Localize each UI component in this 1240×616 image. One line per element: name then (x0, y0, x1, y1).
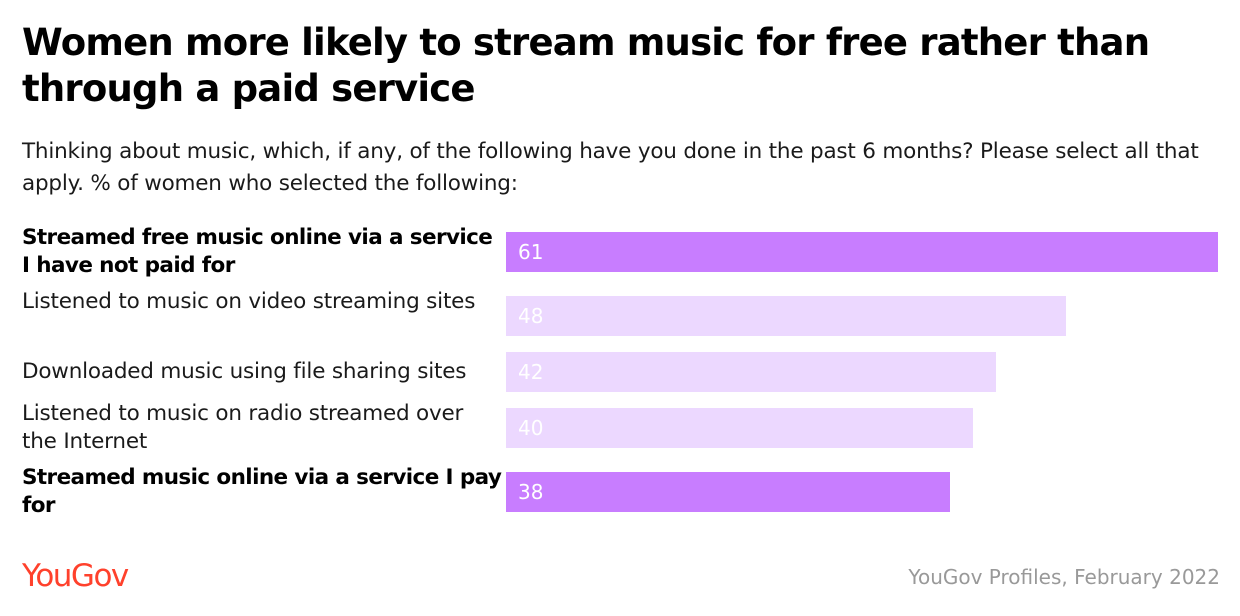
bar-value-label: 40 (518, 416, 544, 440)
bar: 38 (506, 472, 950, 512)
category-label: Listened to music on video streaming sit… (22, 289, 476, 314)
bar: 48 (506, 296, 1066, 336)
bar: 40 (506, 408, 973, 448)
bar-value-label: 38 (518, 480, 544, 504)
source-note: YouGov Profiles, February 2022 (908, 565, 1220, 589)
category-label: Streamed free music online via a service… (22, 225, 493, 278)
bar: 61 (506, 232, 1218, 272)
bar-value-label: 42 (518, 360, 544, 384)
yougov-logo: YouGov (22, 558, 129, 594)
bar: 42 (506, 352, 996, 392)
chart-subtitle: Thinking about music, which, if any, of … (22, 139, 1199, 196)
category-label: Streamed music online via a service I pa… (22, 465, 502, 518)
chart-title: Women more likely to stream music for fr… (22, 21, 1150, 110)
category-label: Listened to music on radio streamed over… (22, 401, 464, 454)
category-label: Downloaded music using file sharing site… (22, 359, 467, 384)
bar-value-label: 61 (518, 240, 544, 264)
bar-value-label: 48 (518, 304, 544, 328)
